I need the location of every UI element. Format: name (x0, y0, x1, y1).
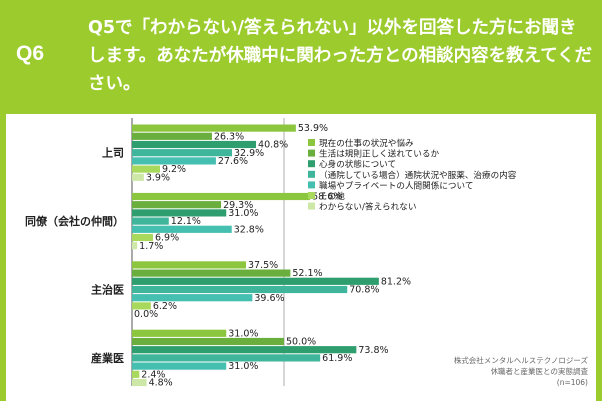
category-label: 上司 (102, 146, 124, 160)
bar (132, 362, 227, 370)
bar-value-label: 4.8% (149, 378, 173, 389)
bar-value-label: 31.0% (228, 208, 258, 219)
legend-label: 職場やプライベートの人間関係について (319, 179, 473, 191)
bar-value-label: 37.5% (248, 260, 278, 271)
bar-value-label: 70.8% (349, 285, 379, 296)
category-label: 主治医 (91, 283, 124, 297)
brand-logo: リサピー (10, 374, 75, 391)
bar-value-label: 2.4% (141, 369, 165, 380)
bar (132, 354, 321, 362)
bar (132, 209, 227, 217)
bar-value-label: 26.3% (214, 131, 244, 142)
legend-swatch (308, 181, 315, 189)
bar (132, 192, 311, 201)
bar-value-label: 31.0% (228, 361, 258, 372)
bar-value-label: 6.2% (153, 301, 177, 312)
bar-value-label: 1.7% (139, 241, 163, 252)
bar (132, 217, 169, 225)
bar (132, 242, 138, 250)
bar-value-label: 3.9% (146, 172, 170, 183)
bar-value-label: 61.9% (322, 353, 352, 364)
question-text: Q5で「わからない/答えられない」以外を回答した方にお聞きします。あなたが休職中… (88, 18, 593, 94)
bar-value-label: 32.8% (234, 224, 264, 235)
bar-value-label: 50.0% (286, 337, 316, 348)
bar-value-label: 52.1% (292, 268, 322, 279)
legend-swatch (308, 160, 315, 168)
bar-value-label: 0.0% (134, 309, 158, 320)
bar-value-label: 40.8% (258, 140, 288, 151)
legend-label: わからない/答えられない (319, 201, 416, 213)
legend-label: 現在の仕事の状況や悩み (319, 137, 414, 149)
bar-value-label: 6.9% (155, 233, 179, 244)
bar (132, 329, 227, 337)
bar-value-label: 9.2% (162, 164, 186, 175)
legend-label: 心身の状態について (319, 158, 396, 170)
bar (132, 285, 348, 294)
bar-value-label: 32.9% (234, 148, 264, 159)
question-label: Q6 (16, 42, 45, 65)
bar-value-label: 39.6% (254, 293, 284, 304)
bar (132, 165, 160, 173)
bar (132, 346, 357, 354)
bar (132, 378, 147, 387)
bar (132, 124, 296, 132)
legend-swatch (308, 139, 315, 146)
header-banner: Q6 Q5で「わからない/答えられない」以外を回答した方にお聞きします。あなたが… (0, 0, 602, 112)
bar (132, 261, 246, 269)
bar-value-label: 58.6% (312, 192, 342, 203)
bar (132, 233, 153, 242)
legend-swatch (308, 202, 315, 210)
bar (132, 225, 232, 233)
bar (132, 201, 222, 209)
legend-swatch (308, 149, 315, 157)
bar (132, 157, 216, 165)
bar-value-label: 12.1% (171, 216, 201, 227)
legend-swatch (308, 192, 315, 199)
brand-name: リサピー (27, 376, 76, 390)
legend-label: その他 (319, 190, 345, 202)
bar-chart: 上司 53.9% 26.3% 40.8%32.9%27.6% 9.2%3.9% 同僚（会社… (25, 118, 517, 389)
bar (132, 132, 212, 140)
source-sample-size: (n=106) (556, 378, 588, 387)
bar-value-label: 31.0% (228, 328, 258, 339)
bar-value-label: 53.9% (298, 123, 328, 134)
source-company: 株式会社メンタルヘルステクノロジーズ (453, 356, 588, 365)
category-label: 同僚（会社の仲間） (25, 214, 124, 228)
bar (132, 302, 151, 310)
category-label: 産業医 (91, 351, 124, 365)
bar (132, 294, 253, 302)
chart-panel: 上司 53.9% 26.3% 40.8% 32.9% 27.6% 9.2% 3.9% 同僚（会社… (6, 114, 596, 401)
bar (132, 173, 144, 181)
bar (132, 269, 291, 277)
legend-swatch (308, 170, 315, 178)
bar (132, 140, 257, 149)
bar (132, 149, 233, 157)
bar-value-label: 81.2% (381, 276, 411, 287)
bar-value-label: 29.3% (223, 200, 253, 211)
bar (132, 277, 379, 285)
bar-value-label: 27.6% (218, 156, 248, 167)
legend-label: （通院している場合）通院状況や服薬、治療の内容 (319, 169, 517, 181)
speech-bubble-icon (10, 376, 23, 389)
bar (132, 370, 140, 378)
bar-value-label: 73.8% (358, 345, 388, 356)
source-survey: 休職者と産業医との実態調査 (490, 367, 588, 376)
bar (132, 337, 284, 346)
legend-label: 生活は規則正しく送れているか (319, 148, 439, 160)
source-note: 株式会社メンタルヘルステクノロジーズ 休職者と産業医との実態調査 (n=106) (454, 355, 588, 388)
